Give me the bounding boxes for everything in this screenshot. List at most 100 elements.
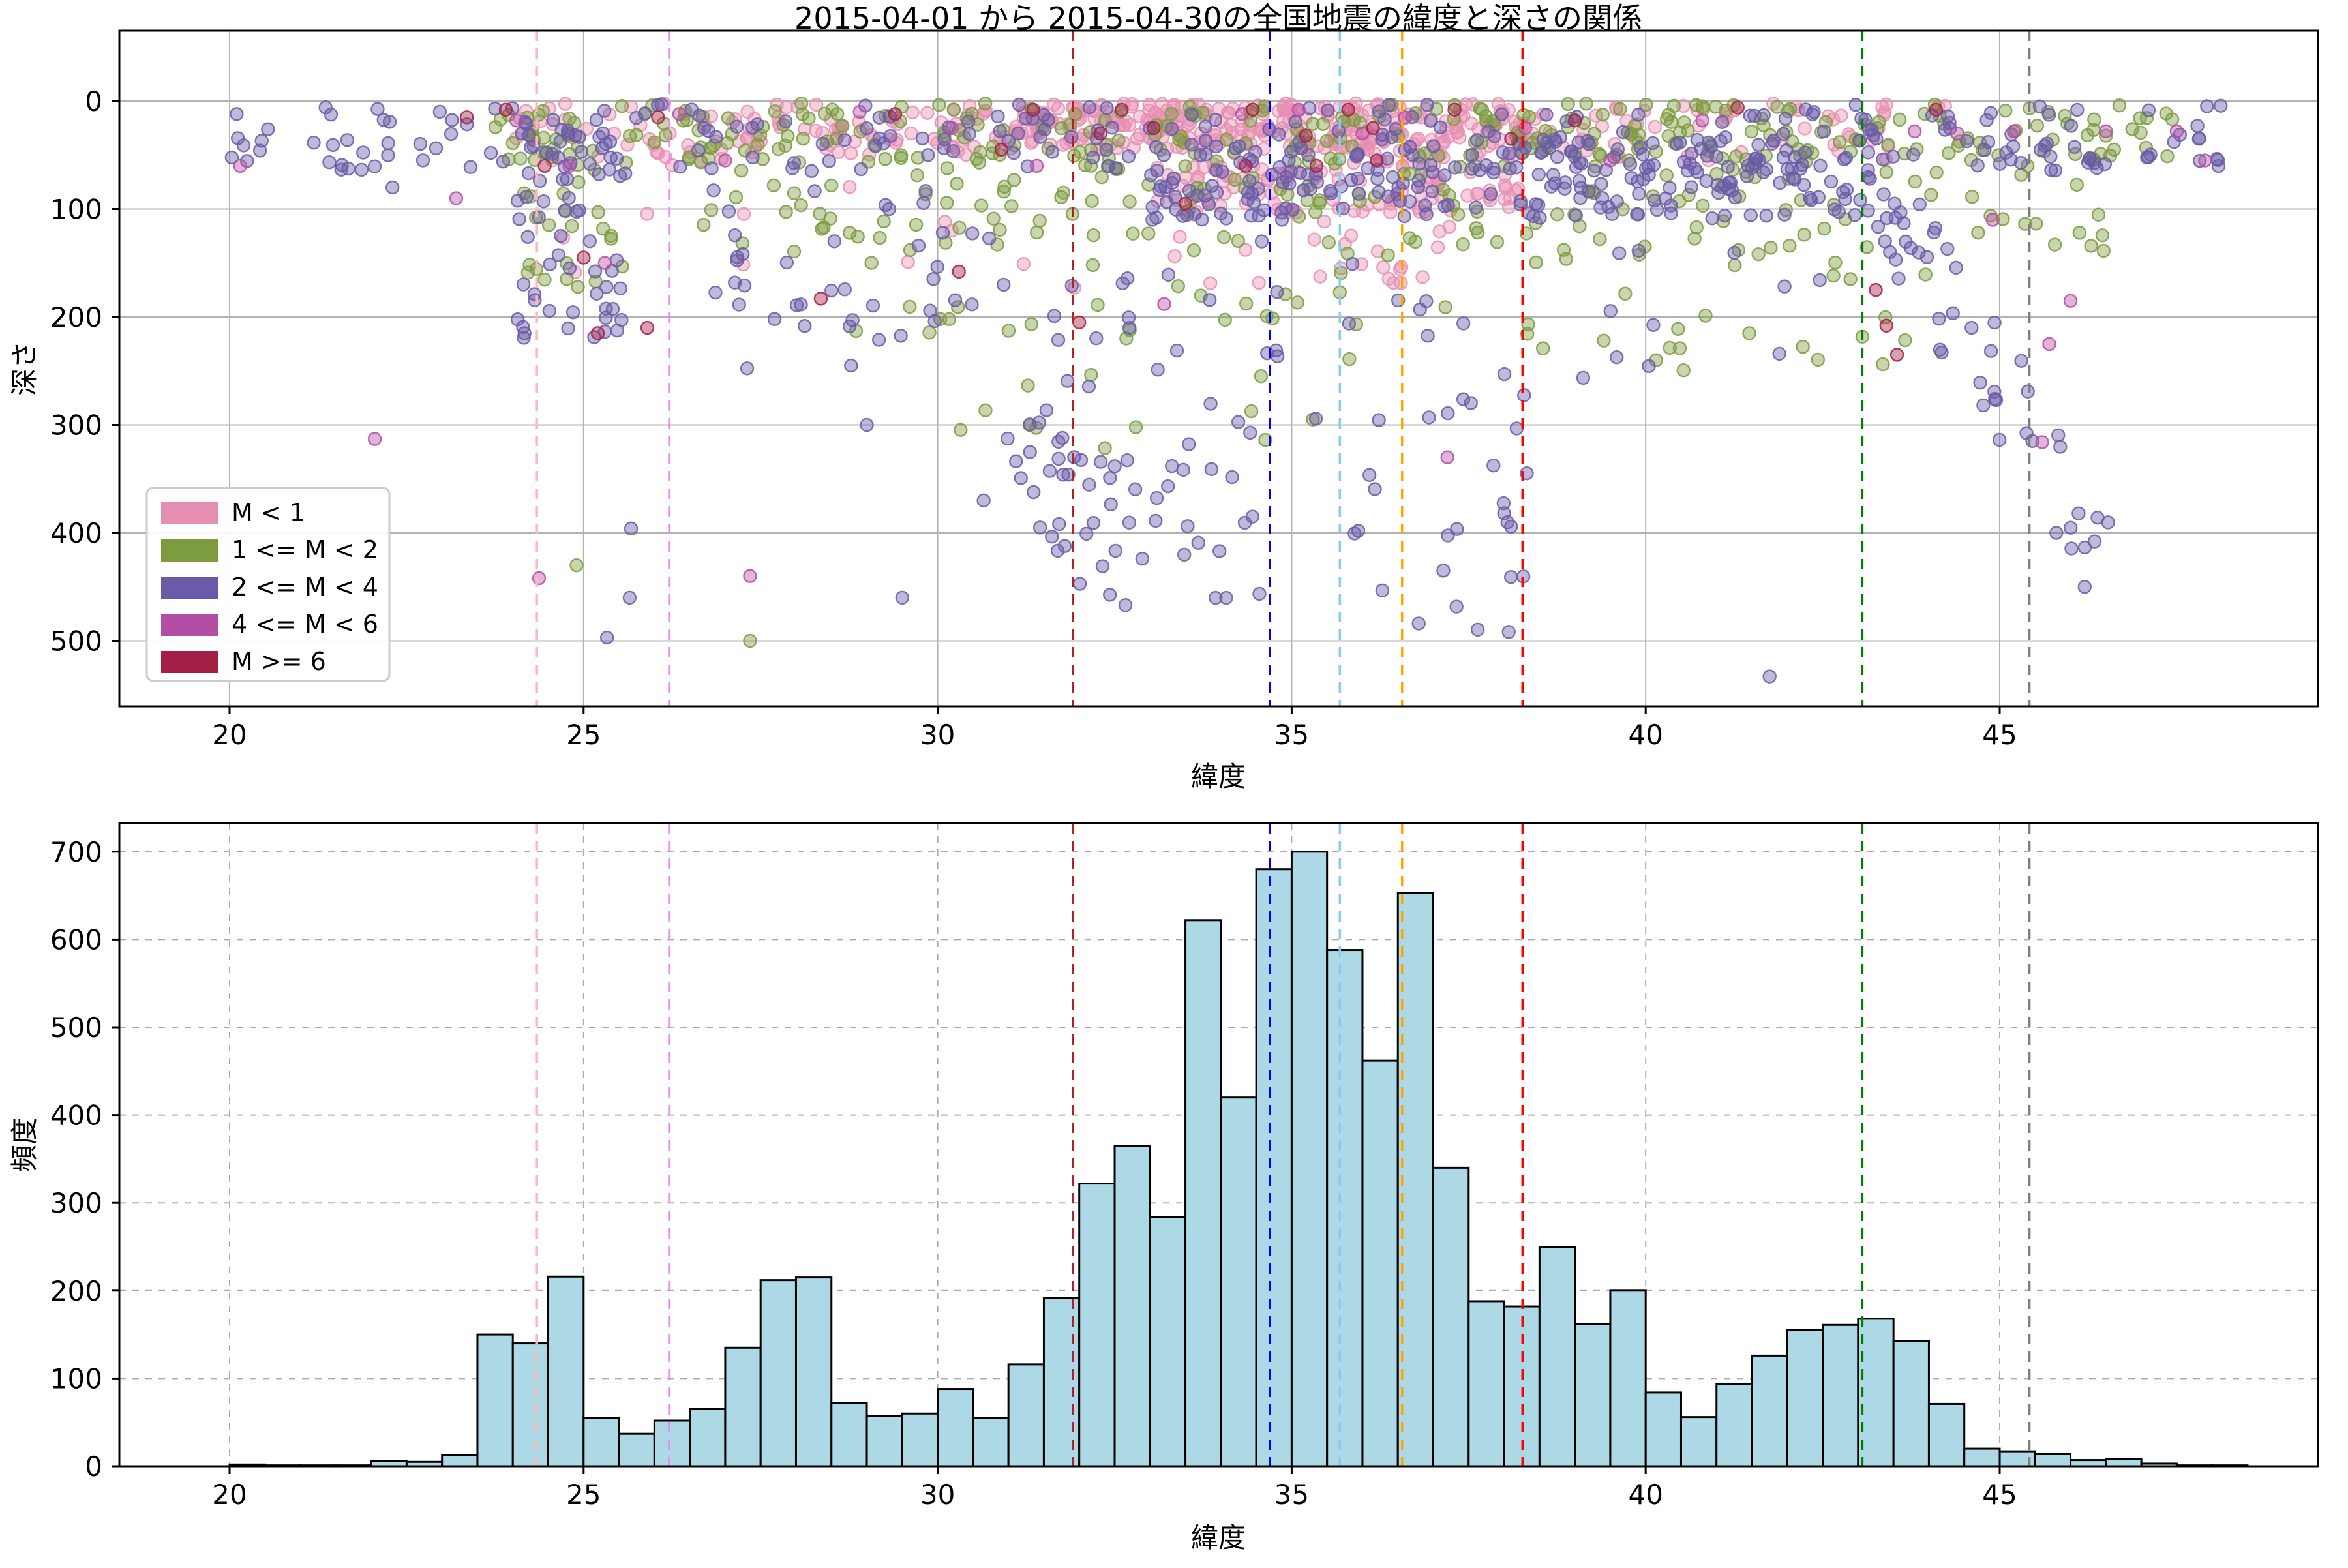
- histogram-bar: [441, 1454, 479, 1468]
- scatter-point: [1372, 413, 1386, 427]
- scatter-point: [1983, 106, 1998, 120]
- scatter-point: [771, 142, 786, 157]
- scatter-point: [1278, 103, 1293, 117]
- histogram-bars: [228, 851, 2249, 1468]
- scatter-point: [1116, 118, 1131, 133]
- scatter-point: [1465, 147, 1479, 162]
- scatter-point: [1032, 520, 1047, 535]
- scatter-point: [1605, 207, 1619, 221]
- scatter-point: [721, 111, 736, 125]
- scatter-point: [1780, 162, 1795, 177]
- scatter-point: [2044, 163, 2058, 177]
- scatter-point: [1209, 139, 1224, 154]
- scatter-point: [1186, 243, 1201, 258]
- scatter-point: [1167, 249, 1182, 264]
- legend-label: 4 <= M < 6: [232, 610, 378, 639]
- legend-label: 2 <= M < 4: [232, 573, 378, 601]
- scatter-point: [1618, 286, 1633, 301]
- scatter-point: [558, 204, 572, 218]
- scatter-point: [1595, 190, 1610, 205]
- scatter-point: [1839, 151, 1854, 165]
- scatter-point: [824, 283, 839, 298]
- scatter-point: [1082, 100, 1097, 115]
- scatter-point: [872, 131, 886, 146]
- scatter-point: [1203, 276, 1218, 290]
- scatter-point: [948, 293, 963, 307]
- scatter-point: [537, 273, 552, 287]
- x-tick-label: 40: [1628, 1479, 1663, 1511]
- scatter-point: [1381, 248, 1395, 262]
- scatter-point: [1103, 588, 1117, 602]
- scatter-point: [785, 161, 800, 175]
- scatter-point: [340, 133, 355, 147]
- scatter-point: [1861, 204, 1875, 218]
- scatter-point: [1871, 219, 1886, 234]
- histogram-bar: [1574, 1323, 1612, 1468]
- scatter-point: [1411, 131, 1426, 146]
- scatter-point: [901, 254, 915, 269]
- scatter-point: [1182, 183, 1197, 198]
- scatter-point: [2077, 540, 2092, 555]
- scatter-point: [236, 138, 251, 153]
- scatter-point: [650, 98, 665, 112]
- scatter-point: [1041, 112, 1055, 127]
- scatter-point: [1173, 230, 1187, 244]
- scatter-point: [560, 123, 575, 138]
- scatter-point: [415, 153, 430, 168]
- scatter-point: [2007, 124, 2021, 139]
- scatter-point: [1546, 168, 1561, 182]
- scatter-point: [1272, 127, 1286, 142]
- scatter-point: [809, 97, 824, 112]
- y-tick-label: 500: [50, 1012, 102, 1044]
- scatter-point: [1764, 241, 1778, 255]
- scatter-point: [2099, 124, 2113, 139]
- y-tick-label: 300: [50, 410, 102, 442]
- scatter-point: [2019, 426, 2034, 440]
- scatter-point: [730, 119, 744, 134]
- scatter-point: [2090, 160, 2104, 175]
- scatter-yaxis-label: 深さ: [8, 341, 40, 396]
- histogram-bar: [1255, 868, 1293, 1468]
- scatter-point: [1464, 162, 1479, 176]
- histogram-bar: [865, 1415, 903, 1468]
- scatter-point: [798, 319, 812, 333]
- scatter-point: [1164, 106, 1179, 121]
- scatter-point: [871, 333, 886, 347]
- scatter-point: [463, 160, 478, 174]
- scatter-point: [1007, 173, 1021, 187]
- scatter-point: [543, 257, 557, 271]
- scatter-point: [1178, 159, 1192, 173]
- scatter-point: [551, 248, 566, 262]
- scatter-point: [2133, 111, 2147, 125]
- scatter-point: [1426, 139, 1441, 153]
- scatter-point: [1252, 208, 1266, 223]
- scatter-point: [815, 136, 830, 151]
- scatter-point: [1908, 124, 1922, 139]
- scatter-point: [1631, 207, 1646, 222]
- histogram-bar: [1468, 1300, 1505, 1468]
- scatter-point: [1244, 404, 1259, 419]
- scatter-point: [1807, 104, 1821, 119]
- scatter-point: [673, 160, 687, 174]
- scatter-point: [1301, 168, 1315, 182]
- scatter-point: [2072, 226, 2087, 240]
- scatter-point: [1161, 267, 1176, 282]
- histogram-bar: [1822, 1323, 1859, 1468]
- scatter-point: [1377, 112, 1392, 127]
- scatter-point: [1610, 194, 1624, 209]
- scatter-point: [1727, 245, 1741, 260]
- scatter-point: [1535, 145, 1549, 160]
- scatter-point: [1501, 625, 1516, 639]
- scatter-point: [488, 101, 502, 116]
- scatter-point: [1594, 177, 1608, 191]
- scatter-point: [1063, 117, 1077, 132]
- scatter-point: [1051, 333, 1066, 347]
- scatter-point: [1161, 479, 1175, 494]
- scatter-point: [252, 143, 267, 158]
- scatter-point: [825, 102, 839, 117]
- scatter-point: [1441, 406, 1455, 421]
- scatter-point: [704, 203, 719, 217]
- scatter-point: [1430, 240, 1445, 254]
- scatter-point: [824, 178, 839, 193]
- scatter-point: [325, 138, 340, 153]
